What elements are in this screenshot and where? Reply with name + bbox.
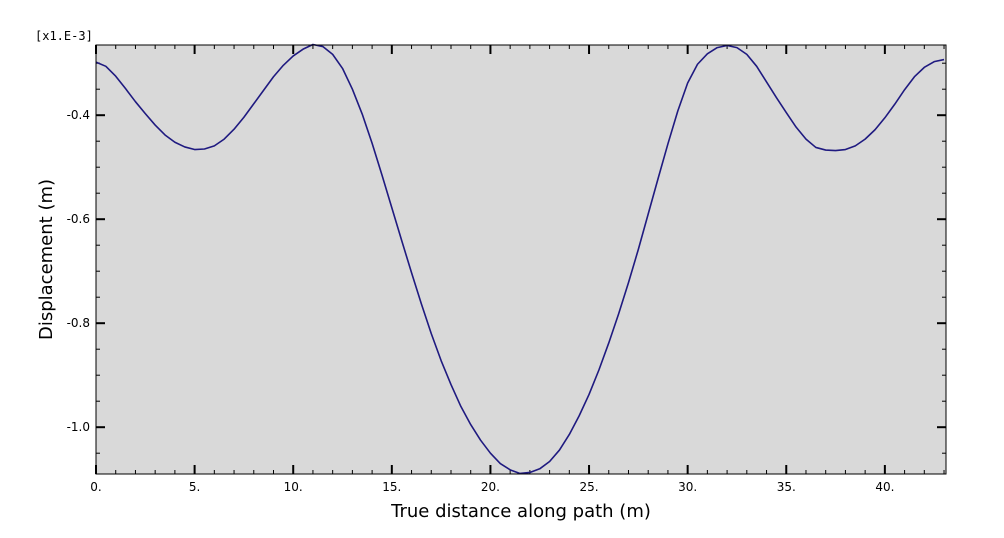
x-tick-label: 40. (875, 480, 894, 494)
y-tick-label: -0.4 (67, 108, 90, 122)
x-tick-label: 35. (777, 480, 796, 494)
x-tick-labels: 0. 5. 10. 15. 20. 25. 30. 35. 40. (90, 480, 894, 494)
x-tick-label: 15. (382, 480, 401, 494)
x-axis-title: True distance along path (m) (390, 501, 651, 522)
y-tick-label: -0.6 (67, 212, 90, 226)
y-tick-label: -1.0 (67, 420, 90, 434)
x-tick-label: 25. (579, 480, 598, 494)
x-tick-label: 20. (481, 480, 500, 494)
y-axis-multiplier: [x1.E-3] (35, 29, 93, 43)
displacement-series-line (95, 43, 945, 475)
plot-frame (95, 44, 947, 475)
y-tick-label: -0.8 (67, 316, 90, 330)
x-tick-label: 10. (284, 480, 303, 494)
x-tick-label: 30. (678, 480, 697, 494)
x-tick-label: 5. (189, 480, 200, 494)
x-tick-label: 0. (90, 480, 101, 494)
y-tick-labels: -0.4 -0.6 -0.8 -1.0 (67, 108, 90, 434)
plot-area (96, 45, 946, 474)
y-axis-title: Displacement (m) (36, 179, 57, 340)
major-ticks (95, 45, 946, 474)
